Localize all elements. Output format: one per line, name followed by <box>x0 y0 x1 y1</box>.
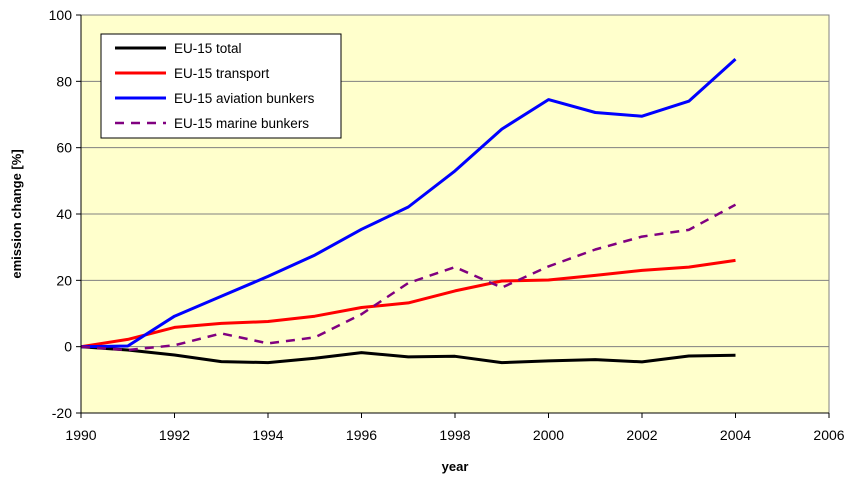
x-tick-label: 1992 <box>159 427 190 443</box>
x-tick-label: 1994 <box>252 427 283 443</box>
x-tick-label: 2000 <box>533 427 564 443</box>
y-tick-label: 80 <box>56 73 72 89</box>
x-tick-label: 1990 <box>65 427 96 443</box>
legend-label: EU-15 total <box>174 41 242 56</box>
x-tick-label: 1996 <box>346 427 377 443</box>
x-tick-label: 2002 <box>626 427 657 443</box>
y-tick-label: 60 <box>56 140 72 156</box>
legend: EU-15 total EU-15 transport EU-15 aviation… <box>100 33 342 139</box>
series-line-4 <box>80 203 737 352</box>
x-tick-label: 2004 <box>720 427 751 443</box>
series-line-2 <box>80 258 736 349</box>
x-axis-title: year <box>442 459 469 474</box>
series-line-1 <box>80 345 736 365</box>
y-tick-label: 40 <box>56 206 72 222</box>
x-tick-labels: 1990 1992 1994 1996 1998 2000 2002 2004 2006 <box>65 413 845 443</box>
y-tick-label: 20 <box>56 272 72 288</box>
legend-label: EU-15 transport <box>174 66 270 81</box>
legend-box <box>100 33 342 139</box>
series-lines <box>80 57 737 365</box>
legend-label: EU-15 marine bunkers <box>174 116 309 131</box>
y-tick-label: 100 <box>49 7 73 23</box>
y-tick-label: -20 <box>52 405 72 421</box>
series-line-3 <box>80 57 737 349</box>
x-tick-label: 1998 <box>439 427 470 443</box>
y-tick-labels: -20 0 20 40 60 80 100 <box>49 7 81 421</box>
y-tick-label: 0 <box>64 339 72 355</box>
legend-label: EU-15 aviation bunkers <box>174 91 315 106</box>
y-axis-title: emission change [%] <box>9 149 24 278</box>
legend-items: EU-15 total EU-15 transport EU-15 aviation… <box>115 41 315 131</box>
x-tick-label: 2006 <box>813 427 844 443</box>
